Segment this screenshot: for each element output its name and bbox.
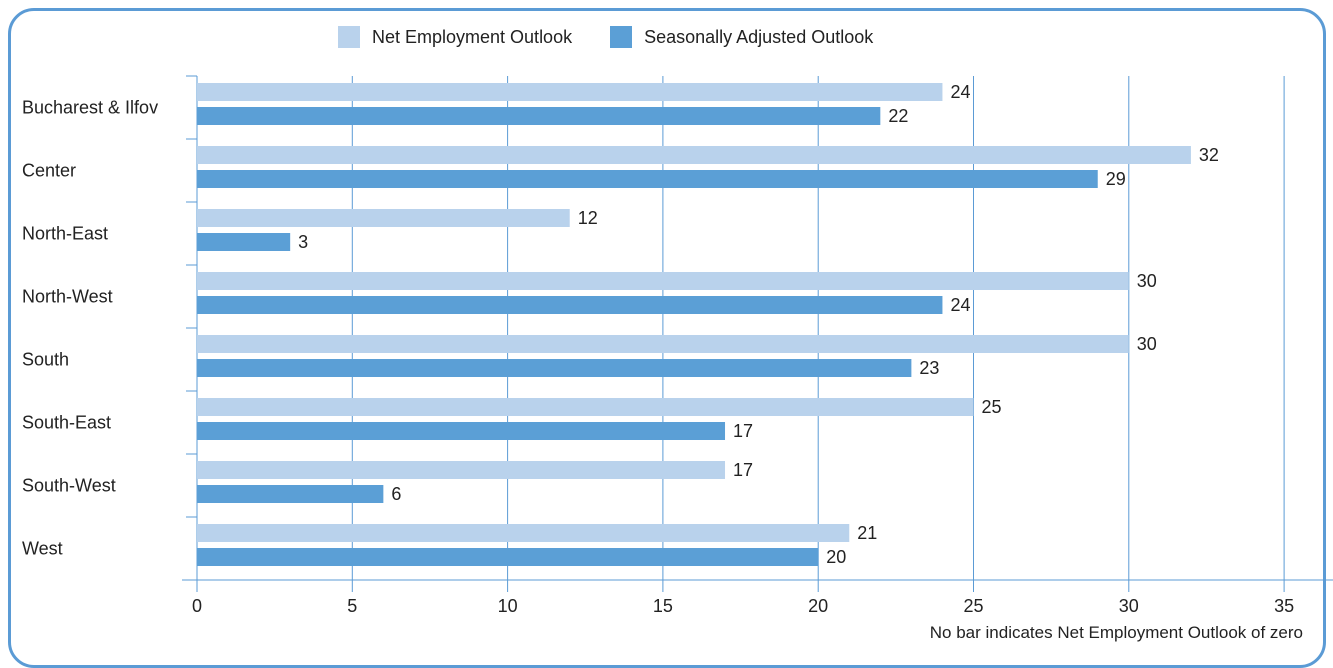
data-label-net: 21 xyxy=(857,523,877,543)
x-tick-label-25: 25 xyxy=(963,596,983,616)
data-label-adjusted: 3 xyxy=(298,232,308,252)
data-label-net: 25 xyxy=(982,397,1002,417)
legend-swatch-net xyxy=(338,26,360,48)
data-label-adjusted: 23 xyxy=(919,358,939,378)
legend-label-net: Net Employment Outlook xyxy=(372,26,573,47)
data-label-adjusted: 17 xyxy=(733,421,753,441)
bar-net xyxy=(197,209,570,227)
bar-adjusted xyxy=(197,485,384,503)
data-label-net: 24 xyxy=(950,82,970,102)
zero-bar-note: No bar indicates Net Employment Outlook … xyxy=(929,623,1303,642)
bar-adjusted xyxy=(197,296,943,314)
category-label: South-West xyxy=(22,476,116,496)
x-tick-label-15: 15 xyxy=(653,596,673,616)
category-label: Center xyxy=(22,161,76,181)
bar-net xyxy=(197,461,726,479)
data-label-adjusted: 24 xyxy=(950,295,970,315)
bar-net xyxy=(197,146,1191,164)
data-label-net: 32 xyxy=(1199,145,1219,165)
legend-item-seasonally-adjusted: Seasonally Adjusted Outlook xyxy=(610,26,873,48)
bar-adjusted xyxy=(197,422,726,440)
x-tick-label-30: 30 xyxy=(1119,596,1139,616)
bar-adjusted xyxy=(197,548,819,566)
x-tick-label-10: 10 xyxy=(498,596,518,616)
bar-net xyxy=(197,398,974,416)
bar-net xyxy=(197,83,943,101)
data-label-adjusted: 6 xyxy=(391,484,401,504)
x-tick-label-5: 5 xyxy=(347,596,357,616)
bar-chart: 0 5 10 15 20 25 30 35 Bucharest & Ilfov Center Nor… xyxy=(22,75,1333,616)
category-label: Bucharest & Ilfov xyxy=(22,98,158,118)
data-label-adjusted: 22 xyxy=(888,106,908,126)
bar-adjusted xyxy=(197,107,881,125)
data-label-adjusted: 20 xyxy=(826,547,846,567)
legend-swatch-adjusted xyxy=(610,26,633,48)
legend-item-net-employment: Net Employment Outlook xyxy=(338,26,572,48)
data-label-net: 17 xyxy=(733,460,753,480)
data-label-net: 30 xyxy=(1137,271,1157,291)
bar-net xyxy=(197,335,1129,353)
x-tick-label-20: 20 xyxy=(808,596,828,616)
bar-net xyxy=(197,272,1129,290)
bar-adjusted xyxy=(197,170,1098,188)
data-label-net: 30 xyxy=(1137,334,1157,354)
legend-label-adjusted: Seasonally Adjusted Outlook xyxy=(644,26,874,47)
category-label: North-West xyxy=(22,287,113,307)
category-label: North-East xyxy=(22,224,108,244)
x-tick-label-35: 35 xyxy=(1274,596,1294,616)
category-label: South xyxy=(22,350,69,370)
bar-adjusted xyxy=(197,359,912,377)
chart-legend: Net Employment Outlook Seasonally Adjust… xyxy=(338,26,911,48)
bar-adjusted xyxy=(197,233,291,251)
category-label: West xyxy=(22,539,63,559)
category-label: South-East xyxy=(22,413,111,433)
data-label-net: 12 xyxy=(578,208,598,228)
bar-net xyxy=(197,524,850,542)
x-tick-label-0: 0 xyxy=(192,596,202,616)
data-label-adjusted: 29 xyxy=(1106,169,1126,189)
